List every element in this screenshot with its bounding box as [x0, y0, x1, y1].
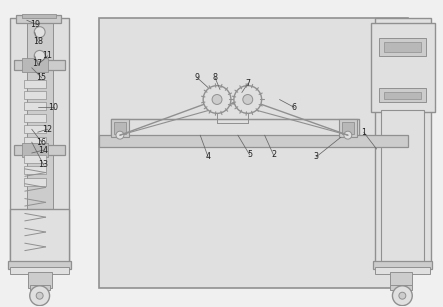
Text: 13: 13: [39, 160, 49, 169]
Circle shape: [392, 286, 412, 305]
Bar: [375, 18, 431, 264]
Bar: [339, 119, 357, 137]
Bar: [24, 91, 46, 99]
Text: 4: 4: [206, 153, 210, 161]
Bar: [24, 137, 46, 145]
Circle shape: [34, 50, 45, 61]
Bar: [30, 285, 50, 290]
Bar: [24, 80, 46, 87]
Bar: [371, 23, 435, 112]
Text: 11: 11: [43, 51, 53, 60]
Bar: [14, 145, 66, 155]
Bar: [14, 60, 66, 70]
Text: 10: 10: [49, 103, 58, 112]
Text: 19: 19: [31, 20, 41, 29]
Circle shape: [34, 27, 45, 37]
Bar: [8, 261, 71, 269]
Bar: [379, 38, 426, 56]
Text: 12: 12: [43, 125, 53, 134]
Circle shape: [30, 286, 50, 305]
Bar: [24, 148, 46, 156]
Bar: [373, 261, 432, 269]
Circle shape: [203, 86, 231, 113]
Text: 18: 18: [33, 37, 43, 45]
Bar: [24, 103, 46, 111]
Circle shape: [234, 86, 262, 113]
Text: 15: 15: [37, 73, 47, 82]
Bar: [375, 267, 430, 274]
Text: 8: 8: [213, 73, 218, 82]
Bar: [22, 14, 55, 18]
Bar: [24, 178, 46, 186]
Bar: [10, 209, 70, 264]
Bar: [28, 272, 51, 288]
Text: 7: 7: [245, 79, 250, 88]
Bar: [24, 155, 46, 163]
Bar: [379, 87, 426, 103]
Bar: [24, 166, 46, 174]
Text: 9: 9: [194, 73, 200, 82]
Bar: [384, 42, 421, 52]
Bar: [24, 114, 46, 122]
Bar: [342, 122, 354, 134]
Bar: [390, 272, 412, 288]
Text: 17: 17: [33, 59, 43, 68]
Bar: [10, 18, 70, 264]
Bar: [111, 119, 129, 137]
Circle shape: [116, 131, 124, 139]
Circle shape: [36, 292, 43, 299]
Circle shape: [344, 131, 352, 139]
Circle shape: [212, 95, 222, 104]
Text: 2: 2: [271, 150, 276, 159]
Bar: [111, 119, 359, 137]
Text: 5: 5: [247, 150, 253, 159]
Bar: [99, 135, 408, 147]
Text: 6: 6: [292, 103, 297, 112]
Text: 14: 14: [39, 146, 49, 154]
Bar: [384, 91, 421, 99]
Circle shape: [399, 292, 406, 299]
Bar: [22, 58, 47, 72]
Bar: [22, 143, 47, 157]
Bar: [390, 285, 412, 290]
Bar: [114, 122, 126, 134]
Bar: [16, 15, 62, 23]
Bar: [24, 125, 46, 133]
Text: 3: 3: [314, 153, 319, 161]
Bar: [381, 111, 424, 264]
Text: 16: 16: [37, 138, 47, 147]
Bar: [99, 18, 408, 288]
Bar: [27, 18, 53, 264]
Bar: [10, 267, 70, 274]
Text: 1: 1: [361, 128, 366, 137]
Circle shape: [243, 95, 253, 104]
